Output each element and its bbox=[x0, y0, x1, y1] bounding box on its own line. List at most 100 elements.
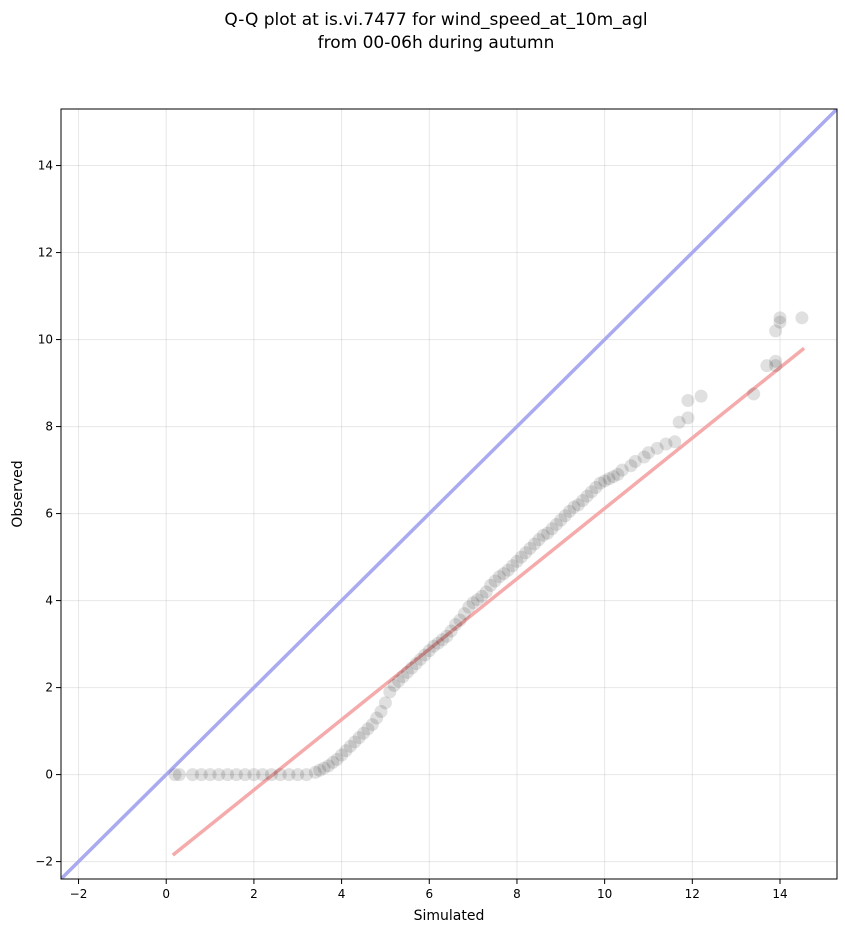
quantile-point bbox=[264, 768, 278, 782]
quantile-point bbox=[282, 768, 296, 782]
quantile-point bbox=[659, 437, 673, 451]
y-tick-label: −2 bbox=[35, 855, 53, 869]
quantile-point bbox=[571, 498, 585, 512]
quantile-point bbox=[203, 768, 217, 782]
grid-lines bbox=[61, 109, 837, 879]
x-axis-ticks: −2 0 2 4 6 8 10 12 14 bbox=[70, 879, 788, 901]
quantile-point bbox=[186, 768, 200, 782]
quantile-point bbox=[365, 718, 379, 732]
quantile-point bbox=[435, 633, 449, 647]
y-tick-label: 10 bbox=[38, 333, 53, 347]
quantile-point bbox=[470, 593, 484, 607]
quantile-point bbox=[523, 541, 537, 555]
quantile-point bbox=[519, 546, 533, 560]
quantile-point bbox=[308, 765, 322, 779]
quantile-point bbox=[769, 324, 783, 338]
quantile-point bbox=[396, 670, 410, 684]
y-tick-label: 12 bbox=[38, 246, 53, 260]
chart-title-line-2: from 00-06h during autumn bbox=[318, 33, 555, 53]
quantile-point bbox=[602, 472, 616, 486]
x-tick-label: 12 bbox=[685, 887, 700, 901]
quantile-point bbox=[238, 768, 252, 782]
quantile-point bbox=[769, 359, 783, 373]
quantile-point bbox=[291, 768, 305, 782]
quantile-point bbox=[247, 768, 261, 782]
x-axis-label: Simulated bbox=[414, 908, 485, 924]
quantile-point bbox=[427, 639, 441, 653]
quantile-point bbox=[405, 661, 419, 675]
quantile-points bbox=[168, 311, 809, 782]
quantile-point bbox=[172, 768, 186, 782]
quantile-point bbox=[313, 763, 327, 777]
quantile-point bbox=[374, 705, 388, 719]
quantile-point bbox=[554, 513, 568, 527]
quantile-point bbox=[339, 744, 353, 758]
x-tick-label: 8 bbox=[513, 887, 521, 901]
quantile-point bbox=[335, 748, 349, 762]
quantile-point bbox=[418, 648, 432, 662]
quantile-point bbox=[589, 480, 603, 494]
y-tick-label: 6 bbox=[45, 507, 53, 521]
quantile-point bbox=[387, 678, 401, 692]
quantile-point bbox=[506, 559, 520, 573]
y-tick-label: 14 bbox=[38, 159, 53, 173]
y-axis-label: Observed bbox=[10, 460, 26, 527]
quantile-point bbox=[593, 476, 607, 490]
quantile-point bbox=[361, 722, 375, 736]
quantile-point bbox=[330, 752, 344, 766]
y-tick-label: 0 bbox=[45, 768, 53, 782]
quantile-point bbox=[773, 315, 787, 329]
x-tick-label: 0 bbox=[162, 887, 170, 901]
x-tick-label: 4 bbox=[338, 887, 346, 901]
quantile-point bbox=[668, 435, 682, 449]
quantile-point bbox=[212, 768, 226, 782]
quantile-point bbox=[484, 578, 498, 592]
quantile-point bbox=[357, 726, 371, 740]
x-tick-label: 2 bbox=[250, 887, 258, 901]
quantile-point bbox=[440, 629, 454, 643]
quantile-point bbox=[615, 463, 629, 477]
plot-frame bbox=[60, 108, 838, 880]
quantile-point bbox=[273, 768, 287, 782]
x-tick-label: −2 bbox=[70, 887, 88, 901]
y-tick-label: 8 bbox=[45, 420, 53, 434]
quantile-point bbox=[378, 696, 392, 710]
quantile-point bbox=[383, 685, 397, 699]
quantile-point bbox=[769, 354, 783, 368]
quantile-point bbox=[576, 494, 590, 508]
quantile-point bbox=[300, 768, 314, 782]
quantile-point bbox=[444, 624, 458, 638]
quantile-point bbox=[510, 554, 524, 568]
quantile-point bbox=[449, 618, 463, 632]
quantile-point bbox=[681, 393, 695, 407]
quantile-point bbox=[422, 644, 436, 658]
fit-line bbox=[171, 346, 806, 857]
quantile-point bbox=[475, 589, 489, 603]
quantile-point bbox=[545, 522, 559, 536]
quantile-point bbox=[584, 485, 598, 499]
quantile-point bbox=[392, 674, 406, 688]
quantile-point bbox=[326, 755, 340, 769]
quantile-point bbox=[414, 652, 428, 666]
quantile-point bbox=[370, 711, 384, 725]
quantile-point bbox=[194, 768, 208, 782]
quantile-point bbox=[497, 567, 511, 581]
quantile-point bbox=[795, 311, 809, 325]
quantile-point bbox=[501, 563, 515, 577]
y-axis-ticks: −2 0 2 4 6 8 10 12 14 bbox=[35, 159, 61, 869]
quantile-point bbox=[221, 768, 235, 782]
quantile-point bbox=[321, 759, 335, 773]
quantile-point bbox=[598, 474, 612, 488]
quantile-point bbox=[672, 415, 686, 429]
chart-title-line-1: Q-Q plot at is.vi.7477 for wind_speed_at… bbox=[224, 10, 647, 30]
quantile-point bbox=[637, 450, 651, 464]
quantile-point bbox=[624, 459, 638, 473]
quantile-point bbox=[628, 454, 642, 468]
quantile-point bbox=[580, 489, 594, 503]
x-tick-label: 14 bbox=[772, 887, 787, 901]
quantile-point bbox=[611, 467, 625, 481]
quantile-point bbox=[348, 735, 362, 749]
quantile-point bbox=[514, 550, 528, 564]
quantile-point bbox=[466, 596, 480, 610]
quantile-point bbox=[352, 731, 366, 745]
